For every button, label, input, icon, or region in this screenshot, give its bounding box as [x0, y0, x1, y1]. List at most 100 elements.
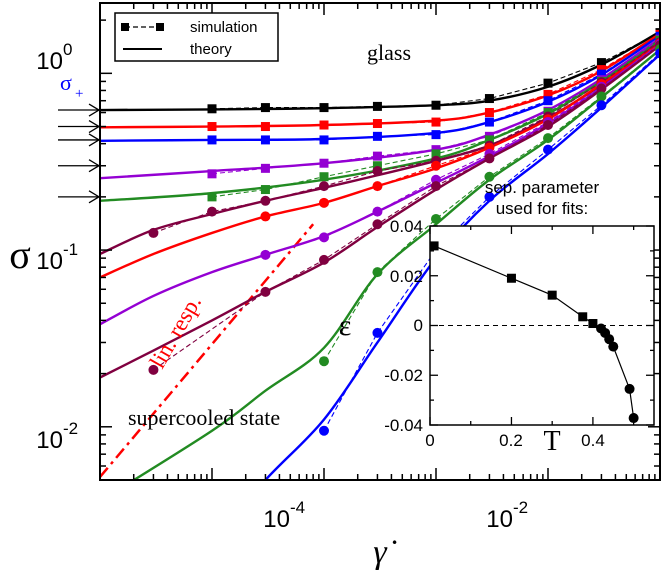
- sim-point: [655, 48, 660, 59]
- inset-y-axis-label: ε: [339, 309, 352, 342]
- y-tick-label-1e0: 10: [36, 48, 63, 75]
- sim-point: [260, 122, 270, 132]
- sim-point: [431, 213, 441, 224]
- legend: simulation theory: [114, 12, 279, 62]
- sim-point: [431, 100, 441, 110]
- inset-content: [429, 241, 654, 424]
- inset-x-tick-0.4: 0.4: [581, 431, 605, 450]
- legend-sim-marker-right: [156, 23, 164, 31]
- sim-point: [596, 91, 607, 102]
- inset-x-tick-0: 0: [425, 431, 434, 450]
- sim-point: [543, 78, 553, 88]
- sim-point: [543, 89, 553, 99]
- sim-point: [543, 133, 553, 144]
- sim-point: [207, 122, 217, 132]
- sim-point: [319, 197, 329, 208]
- sim-point: [372, 119, 382, 129]
- sim-point: [431, 130, 441, 140]
- sim-point: [319, 172, 329, 182]
- inset-square-point: [547, 290, 557, 300]
- sim-point: [543, 120, 553, 131]
- legend-sim-marker-left: [121, 23, 129, 31]
- sim-point: [372, 131, 382, 141]
- sim-point: [372, 267, 383, 278]
- sim-point: [372, 206, 383, 217]
- main-plot-frame: [99, 2, 661, 481]
- yield-arrows: [58, 103, 101, 204]
- lin-resp-layer: [100, 223, 315, 478]
- supercooled-label: supercooled state: [128, 405, 280, 430]
- sim-line-5: [153, 41, 660, 234]
- x-tick-exp-1e-4: -4: [290, 498, 305, 517]
- x-tick-exp-1e-2: -2: [513, 498, 528, 517]
- inset-square-point: [578, 312, 588, 322]
- sim-point: [372, 327, 383, 338]
- sim-point: [319, 135, 329, 145]
- sim-point: [260, 103, 270, 113]
- sim-point: [372, 166, 383, 177]
- sim-point: [260, 135, 270, 145]
- sim-point: [260, 249, 271, 260]
- sim-point: [319, 120, 329, 130]
- y-tick-label-1e-2: 10: [36, 427, 63, 454]
- y-tick-exp-1e0: 0: [63, 40, 72, 59]
- yield-arrow-head: [88, 190, 101, 204]
- inset-y-tick-0.04: 0.04: [390, 217, 423, 236]
- yield-arrow-head: [88, 119, 101, 134]
- sim-point: [260, 185, 270, 195]
- lin-resp-line: [100, 223, 315, 478]
- yield-arrow-head: [88, 133, 101, 147]
- x-axis-label: γ̇: [373, 534, 396, 571]
- x-tick-label-1e-4: 10: [263, 506, 290, 533]
- sim-point: [543, 96, 553, 106]
- sim-point: [372, 181, 383, 192]
- sim-point: [543, 144, 553, 155]
- sim-point: [596, 83, 607, 94]
- sim-point: [484, 94, 494, 104]
- legend-sim-label: simulation: [190, 19, 258, 36]
- sim-point: [260, 195, 271, 206]
- yield-arrow-head: [88, 159, 101, 173]
- sim-point: [484, 135, 494, 145]
- sim-point: [372, 151, 382, 161]
- sim-point: [596, 69, 606, 79]
- x-tick-label-1e-2: 10: [486, 506, 513, 533]
- sim-point: [596, 100, 607, 111]
- sim-point: [207, 206, 217, 217]
- inset-y-tick-0: 0: [414, 316, 423, 335]
- sim-point: [207, 192, 217, 202]
- inset-x-tick-0.2: 0.2: [499, 431, 523, 450]
- sim-layer: [148, 28, 660, 436]
- inset-circle-point: [604, 334, 615, 345]
- y-tick-exp-1e-2: -2: [63, 419, 78, 438]
- sim-point: [207, 104, 217, 114]
- sim-point: [260, 211, 271, 222]
- legend-box: [114, 12, 279, 62]
- sim-point: [596, 65, 606, 75]
- sim-point: [596, 58, 606, 68]
- inset-y-tick-0.02: 0.02: [390, 267, 423, 286]
- inset-square-point: [506, 273, 516, 283]
- y-tick-label-1e-1: 10: [36, 248, 63, 275]
- sim-point: [484, 117, 494, 127]
- inset-square-point: [429, 241, 439, 251]
- inset-ticks: [429, 225, 654, 426]
- sim-point: [319, 181, 329, 192]
- sim-point: [372, 161, 382, 171]
- sim-line-6: [265, 42, 660, 217]
- inset-x-axis-label: T: [543, 426, 560, 457]
- sim-point: [319, 254, 329, 265]
- sim-point: [484, 191, 495, 202]
- sim-point: [372, 219, 383, 230]
- sim-point: [260, 163, 270, 173]
- theory-curve-9: [131, 48, 660, 480]
- sim-point: [319, 103, 329, 113]
- sim-point: [148, 227, 159, 238]
- legend-theory-label: theory: [190, 41, 232, 58]
- inset-y-tick-neg0.02: -0.02: [384, 366, 423, 385]
- y-axis-label: σ: [9, 232, 31, 277]
- sim-point: [484, 108, 494, 118]
- inset-circle-point: [624, 383, 635, 394]
- inset-chart: sep. parameter used for fits: 0.04 0.02 …: [339, 178, 655, 457]
